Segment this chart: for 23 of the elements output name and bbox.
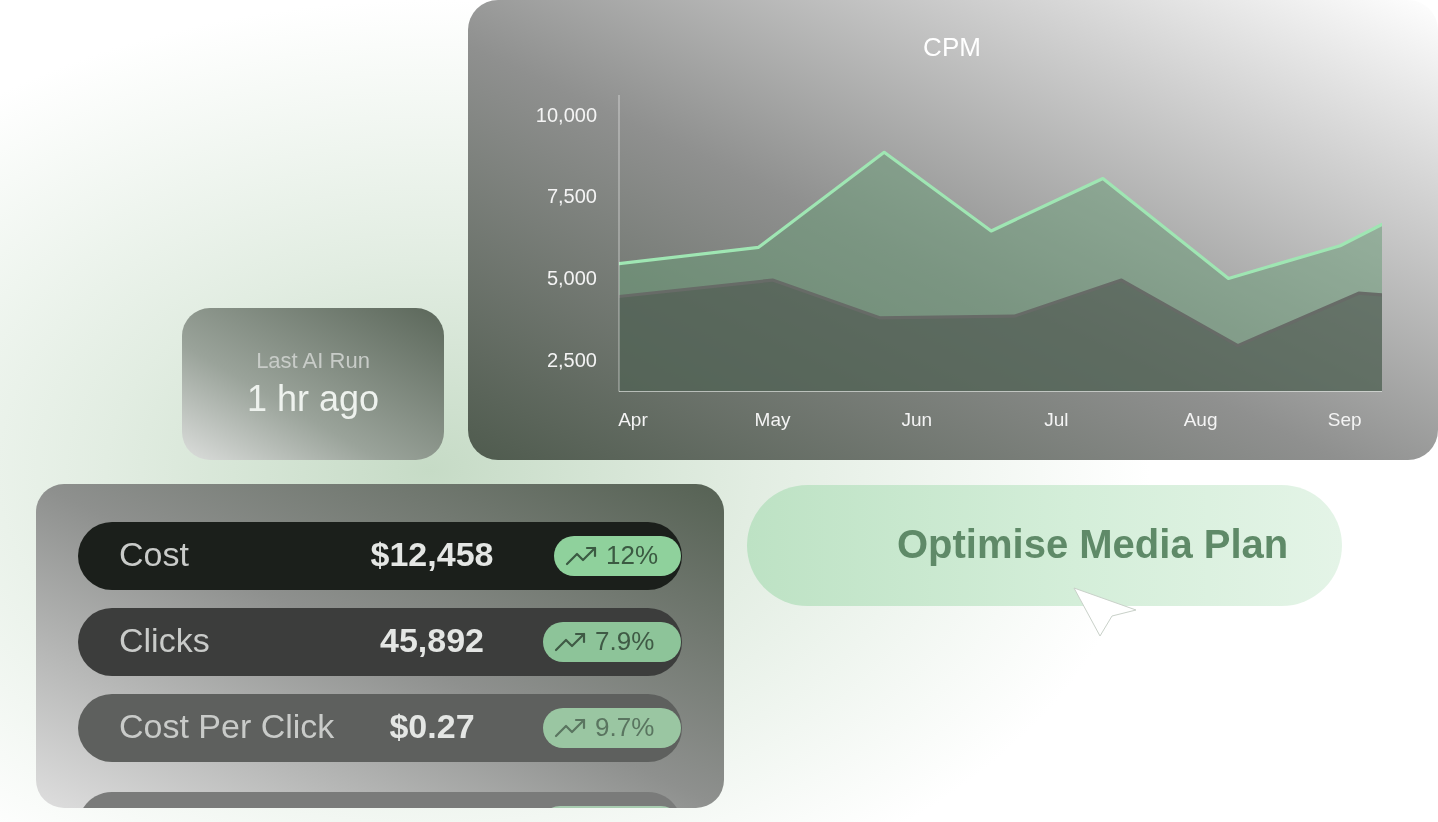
text: $12,458	[370, 534, 494, 573]
text: 12%	[606, 539, 659, 570]
category-label: Cost	[119, 534, 190, 573]
x-tick-label: May	[754, 409, 791, 431]
text: 1 hr ago	[246, 377, 380, 419]
category-label: Clicks	[119, 620, 210, 659]
x-tick-label: Apr	[618, 409, 649, 431]
text: 7.9%	[595, 625, 655, 656]
text: Optimise Media Plan	[897, 521, 1289, 566]
y-tick-label: 5,000	[546, 267, 597, 290]
x-tick-label: Sep	[1327, 409, 1362, 431]
text: 9.7%	[595, 711, 655, 742]
y-tick-label: 10,000	[535, 103, 597, 126]
y-tick-label: 2,500	[546, 349, 597, 372]
x-tick-label: Jul	[1044, 409, 1069, 431]
text: 45,892	[380, 620, 484, 659]
category-label: Cost Per Click	[119, 706, 336, 745]
x-tick-label: Jun	[901, 409, 933, 431]
y-tick-label: 7,500	[546, 185, 597, 208]
x-tick-label: Aug	[1183, 409, 1218, 431]
text: Last AI Run	[256, 347, 370, 373]
chart-title: CPM	[923, 31, 981, 62]
text: $0.27	[389, 706, 475, 745]
